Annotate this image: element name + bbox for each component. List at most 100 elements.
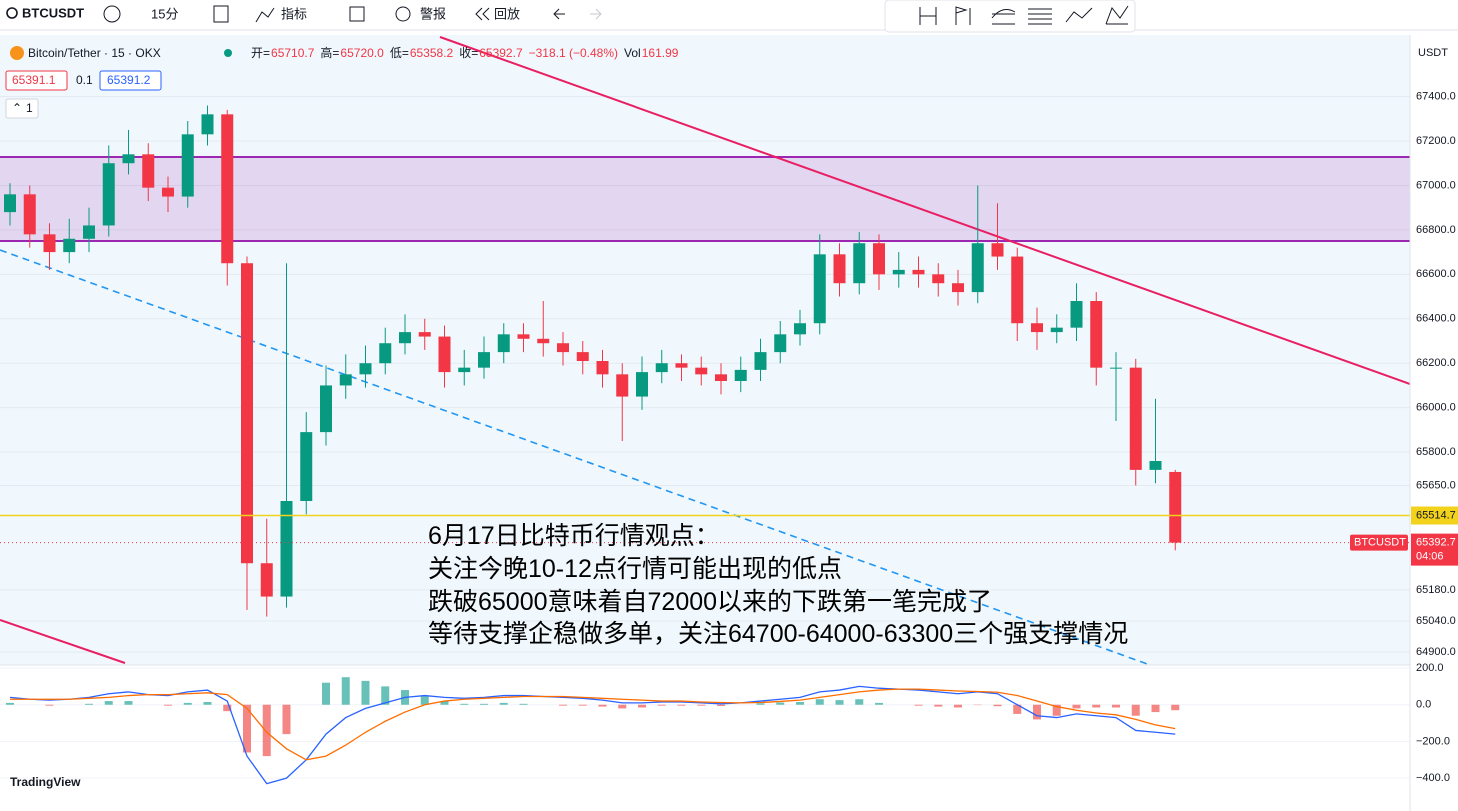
candle-body: [478, 352, 490, 368]
candle-body: [122, 154, 135, 164]
alert[interactable]: 警报: [420, 6, 446, 21]
histogram-bar: [954, 704, 962, 708]
candle-body: [1110, 367, 1122, 369]
price-axis: [1410, 35, 1458, 811]
market-status: [224, 49, 232, 57]
candle-body: [63, 238, 76, 253]
candle-body: [399, 332, 411, 344]
candle-body: [102, 163, 115, 226]
histogram-bar: [85, 703, 93, 705]
y-tick-label: 67400.0: [1416, 90, 1456, 102]
histogram-bar: [934, 704, 943, 707]
top-toolbar: BTCUSDT 15分 指标 警报 回放: [0, 5, 1458, 31]
histogram-bar: [1072, 704, 1081, 709]
hline-label: 65514.7: [1416, 509, 1456, 521]
candle-body: [557, 343, 569, 353]
buy-box[interactable]: [99, 70, 162, 91]
tool-path[interactable]: [1065, 7, 1093, 23]
histogram-bar: [638, 704, 646, 708]
histogram-bar: [381, 686, 390, 705]
candle-body: [280, 501, 293, 597]
candle-body: [715, 374, 727, 381]
tool-pattern[interactable]: [1105, 5, 1129, 25]
y-tick-label: 0.0: [1416, 699, 1431, 711]
indicators[interactable]: 指标: [281, 6, 307, 21]
annotation: 6月17日比特币行情观点： 关注今晚10-12点行情可能出现的低点 跌破6500…: [428, 522, 1128, 648]
bid: 65391.1: [12, 73, 56, 87]
candle-body: [655, 363, 668, 373]
drawing-toolbar-box: [884, 0, 1136, 33]
candle-body: [458, 367, 471, 373]
signal-line: [10, 688, 1176, 761]
replay-icon: [475, 7, 490, 21]
candle-body: [43, 234, 56, 253]
histogram-bar: [282, 704, 291, 735]
histogram-bar: [183, 702, 192, 705]
legend: Bitcoin/Tether · 15 · OKX 开= 65710.7 高= 657…: [5, 45, 679, 119]
candle-body: [221, 114, 234, 264]
histogram-bar: [203, 701, 212, 705]
annotation-line: 关注今晚10-12点行情可能出现的低点: [428, 555, 842, 583]
histogram-bar: [420, 695, 429, 705]
candle-body: [23, 194, 36, 235]
candle-body: [497, 334, 510, 353]
legend-value: −318.1 (−0.48%): [529, 46, 618, 60]
redo[interactable]: [590, 8, 602, 20]
y-tick-label: 66600.0: [1416, 268, 1456, 280]
watermark: TradingView: [10, 775, 81, 789]
layers-box[interactable]: [5, 98, 39, 119]
sell-box[interactable]: [5, 70, 68, 91]
candle-body: [418, 332, 431, 337]
histogram-bar: [875, 702, 883, 705]
histogram-bar: [559, 704, 567, 706]
candle-body: [1011, 256, 1024, 324]
histogram-bar: [440, 701, 449, 705]
candle-body: [1129, 367, 1142, 470]
y-tick-label: 67000.0: [1416, 179, 1456, 191]
add-symbol[interactable]: [103, 5, 121, 23]
candle-body: [971, 243, 984, 293]
y-tick-label: 65040.0: [1416, 615, 1456, 627]
candle-body: [162, 187, 174, 197]
annotation-line: 等待支撑企稳做多单，关注64700-64000-63300三个强支撑情况: [428, 620, 1128, 648]
candle-body: [260, 563, 273, 597]
histogram-bar: [223, 704, 232, 712]
tool-lines[interactable]: [1028, 8, 1052, 25]
candle-body: [932, 274, 945, 284]
legend-label: 开=: [251, 46, 270, 60]
replay[interactable]: 回放: [494, 6, 520, 21]
tool-range[interactable]: [919, 7, 937, 25]
symbol[interactable]: BTCUSDT: [22, 5, 84, 20]
layouts[interactable]: [349, 6, 365, 22]
candle-body: [1169, 471, 1182, 543]
candle-body: [142, 154, 155, 188]
y-tick-label: 66200.0: [1416, 357, 1456, 369]
y-tick-label: −400.0: [1416, 772, 1450, 784]
histogram-bar: [45, 704, 54, 706]
spread: 0.1: [76, 73, 93, 87]
histogram-bar: [618, 704, 627, 709]
tool-flag[interactable]: [955, 6, 971, 25]
trendline: [439, 36, 1410, 385]
y-tick-label: 65650.0: [1416, 479, 1456, 491]
histogram-bar: [815, 699, 824, 705]
histogram-bar: [499, 702, 508, 705]
search-icon[interactable]: [6, 7, 18, 19]
candle-body: [734, 369, 747, 381]
y-tick-label: 65180.0: [1416, 584, 1456, 596]
interval[interactable]: 15分: [151, 6, 178, 21]
candle-body: [695, 367, 708, 375]
tool-fib[interactable]: [991, 9, 1016, 25]
y-tick-label: 64900.0: [1416, 646, 1456, 658]
histogram-bar: [322, 682, 330, 705]
candle-body: [912, 269, 925, 275]
y-tick-label: −200.0: [1416, 735, 1450, 747]
last-price: 65392.7: [1416, 537, 1456, 549]
histogram-bar: [243, 704, 251, 753]
currency[interactable]: USDT: [1418, 47, 1448, 59]
undo[interactable]: [553, 8, 565, 20]
histogram-bar: [341, 677, 350, 705]
chart-type[interactable]: [213, 5, 229, 23]
legend-value: 65720.0: [340, 46, 384, 60]
candle-body: [1050, 327, 1063, 333]
